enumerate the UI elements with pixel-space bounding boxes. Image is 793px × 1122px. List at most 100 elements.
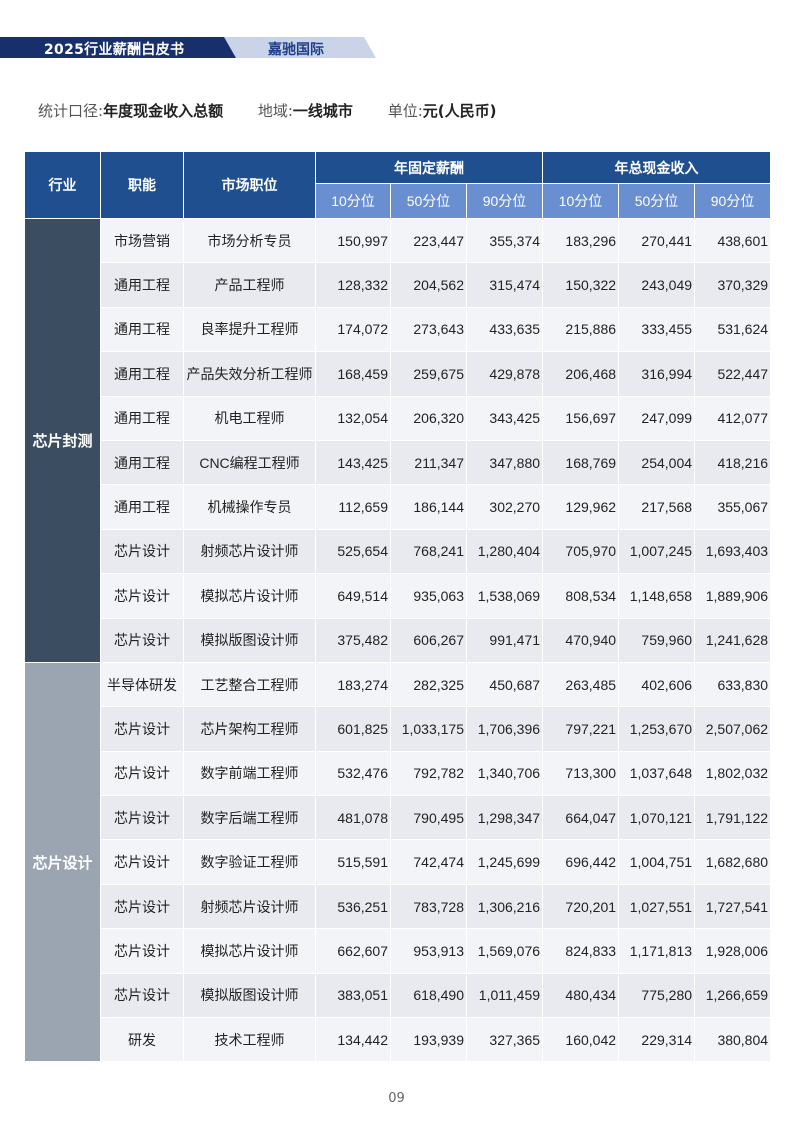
col-header-total-p50: 50分位	[618, 183, 696, 219]
total-p90-cell: 438,601	[694, 217, 772, 264]
table-row: 芯片设计 数字验证工程师 515,591 742,474 1,245,699 696,44…	[25, 839, 772, 885]
total-p10-cell: 470,940	[542, 617, 620, 663]
total-p90-cell: 1,693,403	[694, 528, 772, 575]
fixed-p50-cell: 186,144	[390, 484, 467, 530]
function-cell: 芯片设计	[100, 795, 184, 841]
total-p50-cell: 1,037,648	[618, 750, 696, 797]
table-row: 芯片设计 数字后端工程师 481,078 790,495 1,298,347 664,04…	[25, 795, 772, 841]
position-cell: 机电工程师	[183, 395, 316, 441]
fixed-p10-cell: 601,825	[315, 706, 391, 752]
total-p90-cell: 1,266,659	[694, 972, 772, 1019]
fixed-p10-cell: 383,051	[315, 972, 391, 1019]
fixed-p10-cell: 375,482	[315, 617, 391, 663]
fixed-p90-cell: 1,538,069	[465, 573, 544, 619]
fixed-p90-cell: 429,878	[465, 351, 544, 397]
total-p90-cell: 418,216	[694, 439, 772, 486]
total-p90-cell: 1,241,628	[694, 617, 772, 663]
total-p10-cell: 215,886	[542, 306, 620, 353]
report-title: 2025行业薪酬白皮书	[44, 42, 185, 58]
fixed-p90-cell: 1,245,699	[465, 839, 544, 885]
function-cell: 通用工程	[100, 351, 184, 397]
unit-info: 单位:元(人民币)	[388, 102, 497, 120]
total-p90-cell: 355,067	[694, 484, 772, 530]
fixed-p50-cell: 953,913	[390, 928, 467, 974]
col-header-function: 职能	[100, 151, 184, 219]
fixed-p50-cell: 211,347	[390, 439, 467, 486]
fixed-p10-cell: 132,054	[315, 395, 391, 441]
position-cell: 机械操作专员	[183, 484, 316, 530]
total-p50-cell: 775,280	[618, 972, 696, 1019]
fixed-p10-cell: 128,332	[315, 262, 391, 308]
total-p50-cell: 402,606	[618, 661, 696, 708]
fixed-p90-cell: 1,298,347	[465, 795, 544, 841]
total-p50-cell: 333,455	[618, 306, 696, 353]
col-header-industry: 行业	[24, 151, 101, 219]
table-row: 通用工程 CNC编程工程师 143,425 211,347 347,880 168,769…	[25, 439, 772, 486]
fixed-p50-cell: 1,033,175	[390, 706, 467, 752]
table-header: 行业 职能 市场职位 年固定薪酬 年总现金收入 10分位 50分位 90分位 1…	[24, 151, 772, 219]
fixed-p50-cell: 783,728	[390, 883, 467, 930]
total-p50-cell: 254,004	[618, 439, 696, 486]
table-row: 芯片设计 模拟版图设计师 375,482 606,267 991,471 470,940 7…	[25, 617, 772, 663]
position-cell: 射频芯片设计师	[183, 883, 316, 930]
position-cell: 数字前端工程师	[183, 750, 316, 797]
industry-cell: 芯片设计	[24, 661, 101, 1063]
scope-label: 统计口径:	[38, 102, 104, 120]
col-header-fixed-p10: 10分位	[315, 183, 391, 219]
total-p50-cell: 1,004,751	[618, 839, 696, 885]
fixed-p10-cell: 174,072	[315, 306, 391, 353]
unit-value: 元(人民币)	[422, 102, 497, 120]
function-cell: 研发	[100, 1017, 184, 1063]
scope-value: 年度现金收入总额	[103, 102, 224, 120]
total-p10-cell: 824,833	[542, 928, 620, 974]
function-cell: 芯片设计	[100, 750, 184, 797]
fixed-p90-cell: 347,880	[465, 439, 544, 486]
fixed-p50-cell: 606,267	[390, 617, 467, 663]
table-row: 芯片设计 芯片架构工程师 601,825 1,033,175 1,706,396 797,…	[25, 706, 772, 752]
total-p90-cell: 2,507,062	[694, 706, 772, 752]
table-row: 芯片设计 模拟芯片设计师 662,607 953,913 1,569,076 824,83…	[25, 928, 772, 974]
col-header-total-p10: 10分位	[542, 183, 620, 219]
total-p10-cell: 808,534	[542, 573, 620, 619]
function-cell: 芯片设计	[100, 883, 184, 930]
function-cell: 市场营销	[100, 217, 184, 264]
total-p10-cell: 696,442	[542, 839, 620, 885]
function-cell: 芯片设计	[100, 839, 184, 885]
total-p90-cell: 380,804	[694, 1017, 772, 1063]
function-cell: 芯片设计	[100, 528, 184, 575]
fixed-p50-cell: 282,325	[390, 661, 467, 708]
total-p50-cell: 1,253,670	[618, 706, 696, 752]
fixed-p50-cell: 259,675	[390, 351, 467, 397]
fixed-p50-cell: 193,939	[390, 1017, 467, 1063]
table-row: 研发 技术工程师 134,442 193,939 327,365 160,042 229,3…	[25, 1017, 772, 1063]
fixed-p10-cell: 532,476	[315, 750, 391, 797]
total-p50-cell: 270,441	[618, 217, 696, 264]
fixed-p10-cell: 649,514	[315, 573, 391, 619]
position-cell: 市场分析专员	[183, 217, 316, 264]
position-cell: 产品工程师	[183, 262, 316, 308]
position-cell: 数字验证工程师	[183, 839, 316, 885]
position-cell: CNC编程工程师	[183, 439, 316, 486]
function-cell: 半导体研发	[100, 661, 184, 708]
fixed-p50-cell: 206,320	[390, 395, 467, 441]
fixed-p50-cell: 790,495	[390, 795, 467, 841]
fixed-p10-cell: 134,442	[315, 1017, 391, 1063]
total-p50-cell: 217,568	[618, 484, 696, 530]
col-header-fixed-p50: 50分位	[390, 183, 467, 219]
col-header-position: 市场职位	[183, 151, 316, 219]
position-cell: 数字后端工程师	[183, 795, 316, 841]
table-row: 芯片设计 射频芯片设计师 525,654 768,241 1,280,404 705,97…	[25, 528, 772, 575]
fixed-p10-cell: 481,078	[315, 795, 391, 841]
position-cell: 工艺整合工程师	[183, 661, 316, 708]
total-p90-cell: 1,802,032	[694, 750, 772, 797]
fixed-p10-cell: 525,654	[315, 528, 391, 575]
brand-tab: 嘉驰国际	[224, 37, 376, 58]
position-cell: 模拟版图设计师	[183, 617, 316, 663]
function-cell: 通用工程	[100, 306, 184, 353]
total-p10-cell: 480,434	[542, 972, 620, 1019]
brand-name: 嘉驰国际	[268, 42, 324, 58]
col-group-fixed-salary: 年固定薪酬	[314, 151, 544, 184]
fixed-p50-cell: 618,490	[390, 972, 467, 1019]
fixed-p10-cell: 143,425	[315, 439, 391, 486]
total-p90-cell: 1,682,680	[694, 839, 772, 885]
